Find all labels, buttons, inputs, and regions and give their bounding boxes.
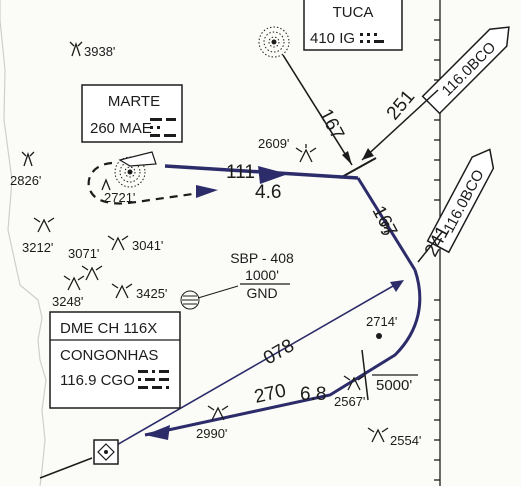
congonhas-morse-icon xyxy=(138,370,169,389)
elev-2567: 2567' xyxy=(334,394,365,409)
elev-2990: 2990' xyxy=(196,426,227,441)
marte-ndb-icon[interactable] xyxy=(114,151,157,188)
elev-3071: 3071' xyxy=(68,246,99,261)
congonhas-freq: 116.9 CGO xyxy=(60,372,135,389)
marte-morse-icon xyxy=(150,118,176,137)
elev-3248: 3248' xyxy=(52,294,83,309)
obstacle-icon-2826 xyxy=(21,151,35,167)
marte-hold-arrowhead xyxy=(196,185,218,198)
obstacle-icon-3938 xyxy=(69,41,83,57)
obstacle-icon-3041 xyxy=(107,235,129,251)
spot-elevation-icon-2714 xyxy=(376,333,382,339)
airspace-ceiling: 1000' xyxy=(245,267,279,283)
course-111: 111 xyxy=(226,162,255,183)
tuca-ndb-icon[interactable] xyxy=(258,26,290,58)
congonhas-vor-box[interactable]: DME CH 116X CONGONHAS 116.9 CGO xyxy=(49,311,181,409)
elev-2609: 2609' xyxy=(258,136,289,151)
elev-2826: 2826' xyxy=(10,173,41,188)
course-111-arrowhead xyxy=(258,166,288,184)
marte-ndb-box[interactable]: MARTE 260 MAE xyxy=(81,84,183,143)
elev-3212: 3212' xyxy=(22,240,53,255)
obstacle-icons xyxy=(21,41,389,443)
elev-2554: 2554' xyxy=(390,433,421,448)
tuca-morse-icon xyxy=(360,33,384,43)
congonhas-vor-icon[interactable] xyxy=(93,439,119,465)
obstacle-icon-2990 xyxy=(207,405,229,421)
obstacle-icon-2721 xyxy=(101,178,111,191)
tuca-ndb-box[interactable]: TUCA 410 IG xyxy=(303,0,403,51)
course-167-north-line xyxy=(282,54,353,166)
radial-251-arrowhead xyxy=(362,148,374,160)
obstacle-icon-3071 xyxy=(81,265,103,281)
radial-241-line xyxy=(417,231,443,263)
course-167-arrowhead xyxy=(342,151,352,165)
elev-3938: 3938' xyxy=(84,44,115,59)
intersection-fix-tick xyxy=(339,157,377,179)
elev-2721: 2721' xyxy=(104,190,135,205)
tuca-name: TUCA xyxy=(333,4,374,21)
marte-hold-dashed xyxy=(87,161,201,205)
course-270-arrowhead xyxy=(145,425,170,440)
course-270-curve xyxy=(144,269,422,437)
course-078-arrowhead xyxy=(390,280,404,292)
obstacle-icon-3248 xyxy=(63,275,85,291)
obstacle-icon-3425 xyxy=(111,283,133,299)
obstacle-icon-3212 xyxy=(33,217,55,233)
airspace-floor: GND xyxy=(246,285,277,301)
obstacle-icon-2567 xyxy=(343,375,365,391)
altitude-restriction: 5000' xyxy=(376,377,412,394)
congonhas-name: CONGONHAS xyxy=(60,347,158,364)
restricted-area-icon xyxy=(180,285,239,310)
obstacle-icon-2609 xyxy=(295,144,317,163)
elev-2714: 2714' xyxy=(366,314,397,329)
course-078-line xyxy=(107,281,401,451)
marte-freq: 260 MAE xyxy=(90,120,152,137)
radial-251-line xyxy=(361,89,439,161)
elev-3041: 3041' xyxy=(132,238,163,253)
airspace-name: SBP - 408 xyxy=(230,250,294,266)
marte-name: MARTE xyxy=(108,93,160,110)
distance-3: 3 xyxy=(380,219,391,240)
congonhas-dme: DME CH 116X xyxy=(60,320,157,337)
runway-approach-line xyxy=(39,457,93,479)
elev-3425: 3425' xyxy=(136,286,167,301)
course-167-south-line xyxy=(356,177,417,271)
obstacle-icon-2554 xyxy=(367,427,389,443)
step-fix-tick xyxy=(361,349,369,401)
distance-6-8: 6.8 xyxy=(300,384,326,405)
tuca-freq: 410 IG xyxy=(310,30,355,47)
torn-edge xyxy=(0,0,47,486)
distance-4-6: 4.6 xyxy=(255,182,281,203)
